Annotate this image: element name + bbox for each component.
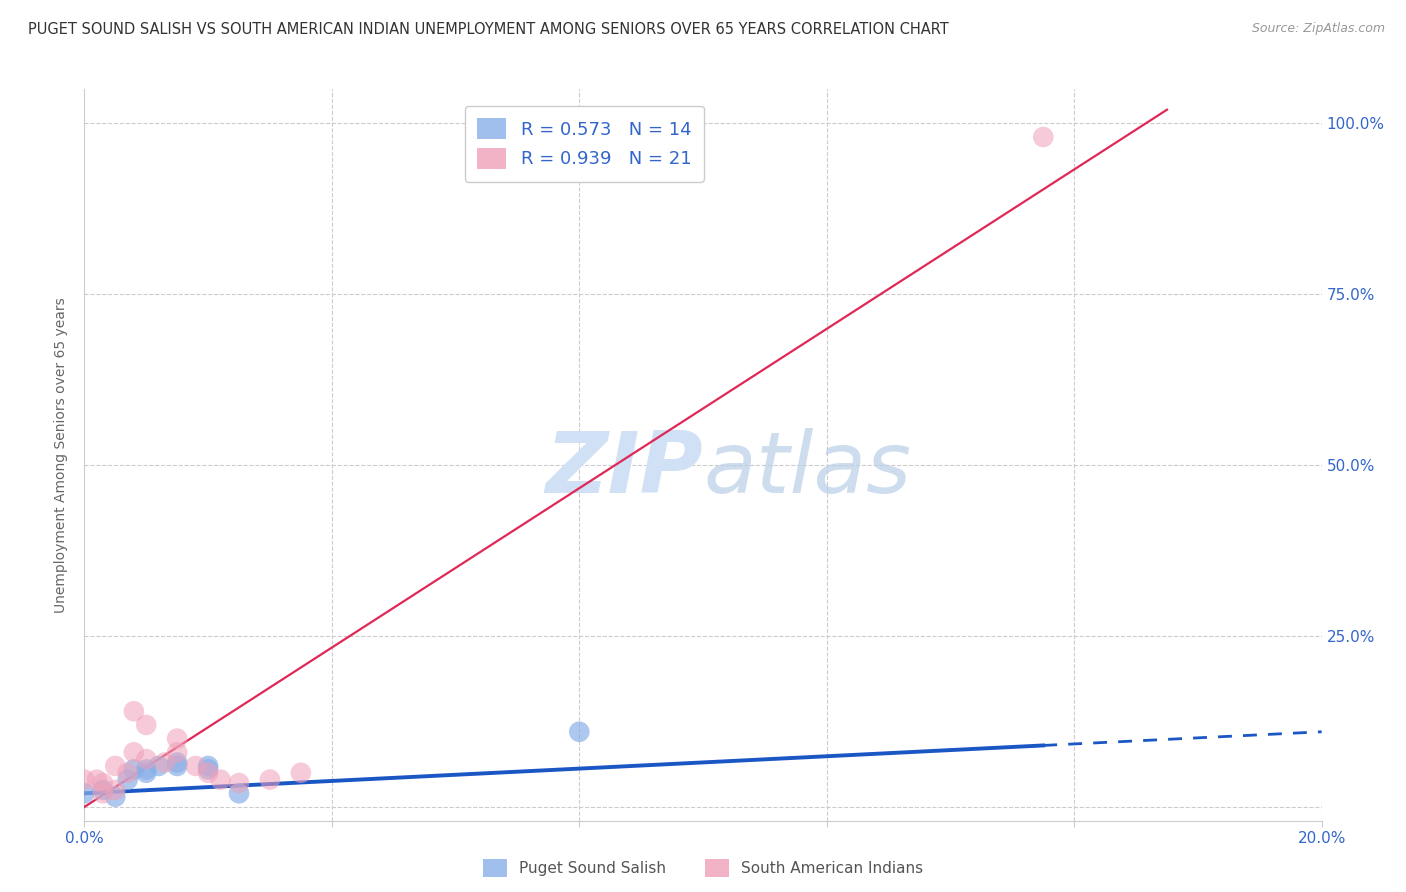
Point xyxy=(122,704,145,718)
Point xyxy=(117,772,139,787)
Legend: R = 0.573   N = 14, R = 0.939   N = 21: R = 0.573 N = 14, R = 0.939 N = 21 xyxy=(464,105,704,182)
Point xyxy=(197,763,219,777)
Point xyxy=(1032,130,1054,145)
Point xyxy=(228,786,250,800)
Point xyxy=(259,772,281,787)
Point xyxy=(197,765,219,780)
Text: ZIP: ZIP xyxy=(546,428,703,511)
Point xyxy=(135,765,157,780)
Point xyxy=(122,745,145,759)
Point xyxy=(86,772,108,787)
Point xyxy=(135,752,157,766)
Legend: Puget Sound Salish, South American Indians: Puget Sound Salish, South American India… xyxy=(475,852,931,884)
Point xyxy=(135,763,157,777)
Point xyxy=(91,783,114,797)
Point xyxy=(73,786,96,800)
Point xyxy=(166,756,188,770)
Point xyxy=(290,765,312,780)
Point xyxy=(184,759,207,773)
Point xyxy=(228,776,250,790)
Point xyxy=(148,759,170,773)
Text: PUGET SOUND SALISH VS SOUTH AMERICAN INDIAN UNEMPLOYMENT AMONG SENIORS OVER 65 Y: PUGET SOUND SALISH VS SOUTH AMERICAN IND… xyxy=(28,22,949,37)
Point xyxy=(166,745,188,759)
Point xyxy=(197,759,219,773)
Point xyxy=(73,772,96,787)
Point xyxy=(91,776,114,790)
Point xyxy=(166,759,188,773)
Point xyxy=(166,731,188,746)
Point xyxy=(104,789,127,804)
Text: atlas: atlas xyxy=(703,428,911,511)
Point xyxy=(568,724,591,739)
Point xyxy=(91,786,114,800)
Y-axis label: Unemployment Among Seniors over 65 years: Unemployment Among Seniors over 65 years xyxy=(55,297,69,613)
Point xyxy=(153,756,176,770)
Point xyxy=(122,763,145,777)
Text: Source: ZipAtlas.com: Source: ZipAtlas.com xyxy=(1251,22,1385,36)
Point xyxy=(117,765,139,780)
Point xyxy=(104,783,127,797)
Point xyxy=(135,718,157,732)
Point xyxy=(104,759,127,773)
Point xyxy=(209,772,232,787)
